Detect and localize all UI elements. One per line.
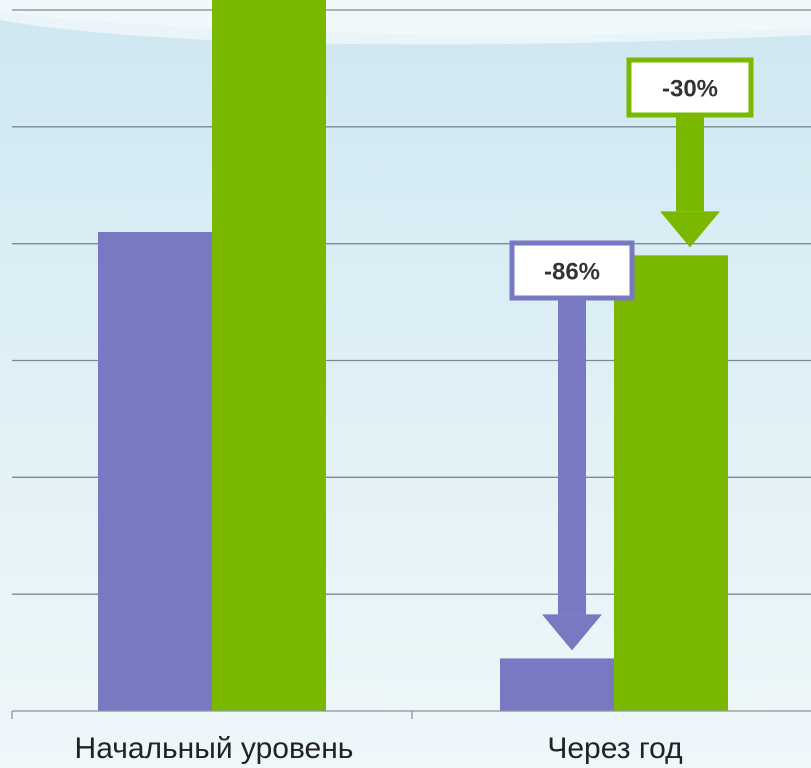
bar-1-1	[614, 255, 728, 711]
annotation-arrow-shaft	[558, 298, 586, 615]
x-tick-label-1: Через год	[547, 732, 683, 765]
bar-0-0	[98, 231, 212, 711]
annotation-arrow-head	[660, 211, 720, 248]
annotations: -86% -30%	[509, 57, 754, 651]
x-axis	[11, 710, 811, 719]
x-tick-label-0: Начальный уровень	[74, 732, 354, 765]
annotation-box	[626, 57, 754, 118]
bar-1-0	[500, 658, 614, 711]
annotation-box	[509, 240, 635, 301]
annotation-arrow-head	[542, 614, 602, 651]
annotation-arrow-shaft	[676, 115, 704, 212]
bars	[98, 0, 728, 712]
annotation-label: -86%	[544, 259, 600, 286]
bar-0-1	[212, 0, 326, 712]
annotation-label: -30%	[662, 76, 718, 103]
